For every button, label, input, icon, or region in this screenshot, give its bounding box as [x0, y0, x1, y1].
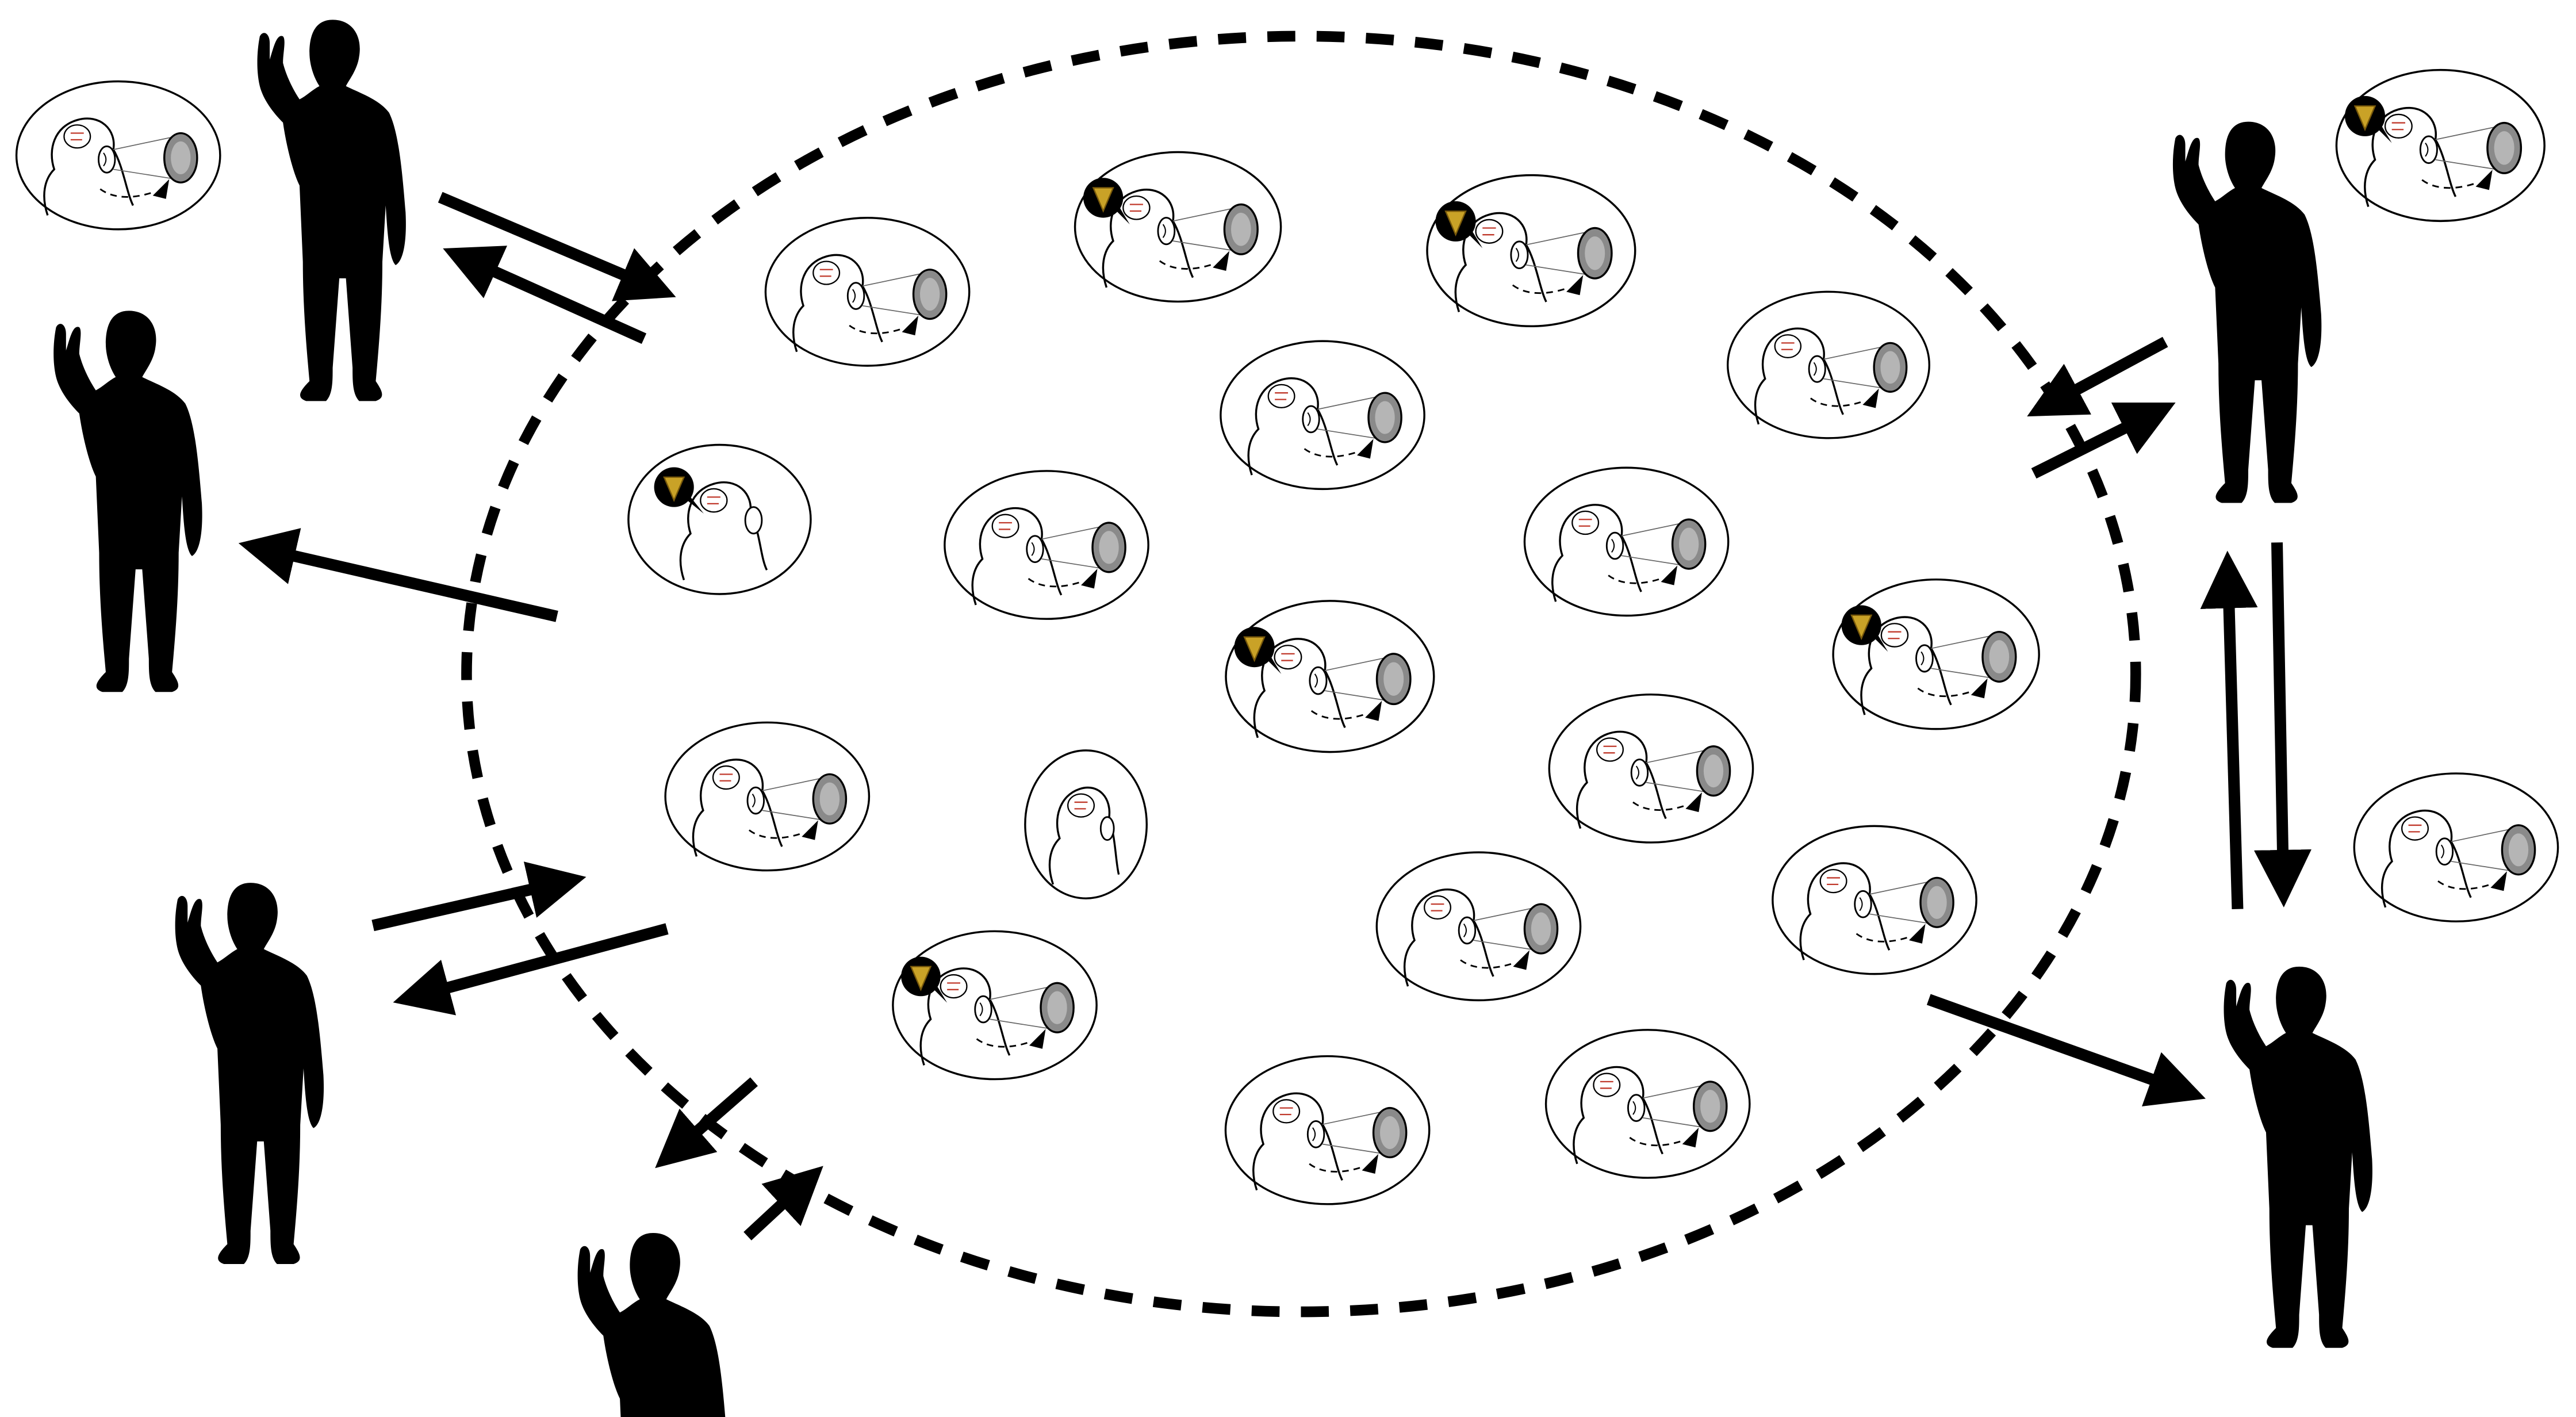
thought-bubble-icon — [15, 80, 221, 231]
thought-bubble-icon — [2353, 772, 2559, 922]
thought-bubble-head-pizza-icon — [627, 443, 812, 595]
person-silhouette-icon — [257, 20, 406, 401]
arrows — [238, 192, 2312, 1240]
person-silhouette-icon — [2172, 121, 2322, 503]
thought-bubble-icon — [1224, 1055, 1431, 1205]
thought-bubble-pizza-icon — [1226, 601, 1434, 752]
arrow-icon — [655, 1077, 758, 1169]
thought-bubble-pizza-icon — [1075, 152, 1281, 301]
thought-bubble-icon — [1727, 290, 1930, 439]
arrow-icon — [393, 923, 669, 1016]
arrow-icon — [2200, 550, 2258, 910]
thought-bubble-pizza-icon — [893, 931, 1097, 1079]
community-boundary — [461, 30, 2141, 1318]
arrow-icon — [2031, 402, 2176, 479]
arrow-icon — [743, 1166, 823, 1240]
community-members — [627, 152, 2039, 1205]
arrow-icon — [1926, 994, 2206, 1106]
thought-bubble-icon — [1375, 851, 1582, 1002]
thought-bubble-icon — [1772, 825, 1977, 975]
arrow-icon — [2027, 336, 2168, 417]
thought-bubble-icon — [1548, 693, 1754, 844]
arrow-icon — [443, 246, 647, 344]
person-silhouette-icon — [53, 311, 202, 692]
thought-bubble-icon — [664, 721, 871, 872]
thought-bubble-pizza-icon — [1427, 175, 1635, 327]
thought-bubble-icon — [1220, 340, 1425, 491]
person-silhouette-icon — [577, 1232, 727, 1417]
thought-bubble-icon — [764, 217, 971, 367]
arrow-icon — [2253, 542, 2312, 907]
thought-bubble-icon — [1544, 1029, 1751, 1179]
thought-bubble-pizza-icon — [1833, 580, 2039, 729]
arrow-icon — [371, 861, 586, 932]
arrow-icon — [238, 528, 558, 622]
person-silhouette-icon — [175, 883, 324, 1265]
thought-bubble-small-icon — [1024, 749, 1148, 899]
thought-bubble-icon — [1523, 466, 1730, 617]
person-silhouette-icon — [2224, 966, 2372, 1348]
thought-bubble-pizza-icon — [2336, 70, 2544, 221]
thought-bubble-icon — [944, 470, 1149, 620]
arrow-icon — [438, 192, 676, 301]
